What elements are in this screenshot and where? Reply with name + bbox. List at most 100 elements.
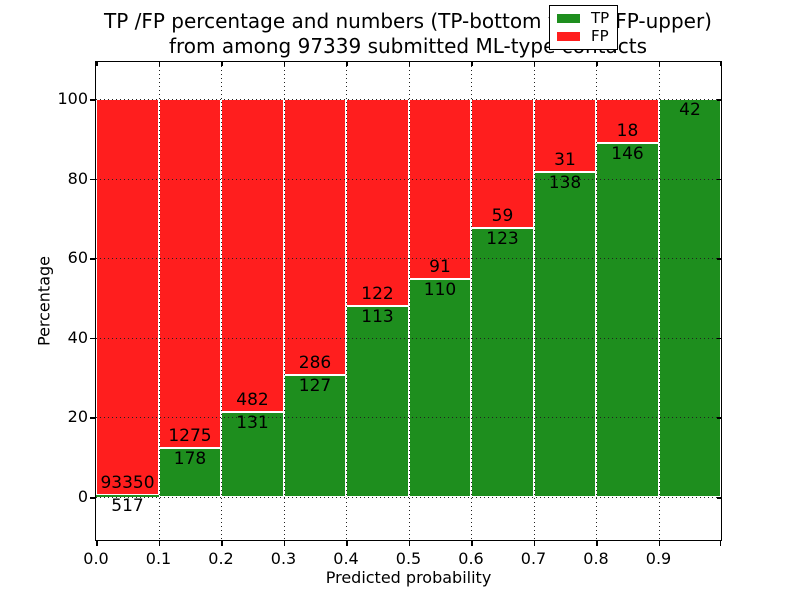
- gridline-vertical: [158, 62, 160, 540]
- x-tick-mark: [471, 541, 473, 546]
- y-tick-mark: [89, 497, 95, 499]
- x-tick-mark: [658, 541, 660, 546]
- bar-segment-fp: [283, 99, 346, 375]
- x-tick-mark-top: [719, 62, 721, 66]
- bar-segment-tp: [221, 411, 284, 497]
- bar-label-fp: 482: [236, 389, 269, 410]
- bar-segment-fp: [408, 99, 471, 280]
- x-tick-mark-top: [96, 62, 98, 66]
- x-tick-mark-top: [533, 62, 535, 66]
- x-tick-label: 0.2: [208, 549, 234, 568]
- x-tick-mark: [158, 541, 160, 546]
- y-tick-mark: [89, 337, 95, 340]
- x-tick-mark-top: [283, 62, 285, 66]
- bar-label-tp: 138: [548, 173, 582, 193]
- gridline-vertical: [658, 62, 660, 540]
- chart-title-line1: TP /FP percentage and numbers (TP-bottom…: [104, 9, 712, 33]
- y-tick-mark-right: [717, 337, 721, 340]
- fp-legend-label: FP: [591, 27, 609, 45]
- legend-item-tp: TP: [557, 10, 609, 27]
- gridline-vertical: [283, 62, 285, 540]
- bar-segment-tp: [408, 279, 471, 497]
- x-tick-mark-top: [408, 62, 410, 66]
- y-tick-label: 40: [67, 327, 88, 347]
- y-tick-label: 60: [67, 248, 88, 268]
- gridline-vertical: [471, 62, 472, 540]
- bar-label-tp: 178: [173, 449, 207, 470]
- bar-label-tp: 131: [236, 412, 269, 433]
- x-tick-mark-top: [596, 62, 598, 66]
- y-tick-mark: [89, 178, 95, 181]
- bar-segment-tp: [533, 172, 596, 497]
- y-tick-mark: [89, 417, 95, 419]
- bar-segment-tp: [471, 228, 534, 497]
- bar-segment-tp: [596, 142, 659, 497]
- x-tick-label: 0.8: [583, 549, 609, 568]
- x-tick-mark: [283, 541, 285, 546]
- x-tick-label: 0.5: [395, 549, 422, 568]
- x-tick-mark: [719, 541, 721, 546]
- bar-segment-tp: [658, 99, 721, 497]
- bar-label-tp: 123: [486, 229, 519, 250]
- x-tick-label: 0.0: [83, 549, 109, 568]
- x-axis-label: Predicted probability: [325, 568, 492, 587]
- y-tick-mark-right: [717, 178, 721, 181]
- bar-label-fp: 91: [429, 257, 451, 278]
- y-tick-mark-right: [717, 417, 721, 419]
- y-tick-label: 0: [77, 487, 88, 506]
- bar-segment-fp: [96, 99, 159, 495]
- bar-label-tp: 517: [111, 495, 144, 516]
- y-tick-mark-right: [717, 497, 721, 499]
- bar-label-fp: 18: [616, 120, 639, 141]
- gridline-vertical: [221, 62, 222, 540]
- x-tick-mark-top: [346, 62, 348, 66]
- x-tick-mark: [596, 541, 598, 546]
- x-tick-label: 0.3: [270, 549, 297, 568]
- fp-legend-swatch: [557, 32, 580, 41]
- x-tick-label: 0.4: [333, 549, 359, 568]
- x-tick-mark-top: [658, 62, 660, 66]
- chart-title-line2: from among 97339 submitted ML-type conta…: [168, 34, 648, 58]
- bar-label-tp: 110: [423, 280, 457, 301]
- bar-segment-fp: [158, 99, 221, 449]
- bar-segment-tp: [346, 305, 409, 497]
- bar-label-tp: 113: [361, 306, 394, 327]
- gridline-vertical: [533, 62, 535, 540]
- y-tick-label: 20: [67, 407, 88, 427]
- bar-label-tp: 42: [679, 100, 701, 120]
- gridline-vertical: [346, 62, 347, 540]
- y-tick-mark: [89, 99, 95, 101]
- bar-label-tp: 127: [298, 375, 332, 396]
- x-tick-mark: [221, 541, 223, 546]
- bar-label-tp: 146: [611, 143, 644, 164]
- tp-legend-swatch: [557, 14, 580, 23]
- y-tick-mark-right: [717, 258, 721, 260]
- x-tick-mark: [346, 541, 348, 546]
- bar-label-fp: 59: [491, 206, 514, 227]
- y-tick-label: 100: [57, 89, 88, 108]
- gridline-vertical: [596, 62, 597, 540]
- bar-segment-tp: [283, 374, 346, 497]
- x-tick-label: 0.9: [645, 549, 672, 568]
- bar-label-fp: 122: [361, 283, 394, 304]
- chart-title: TP /FP percentage and numbers (TP-bottom…: [8, 9, 800, 59]
- gridline-vertical: [408, 62, 410, 540]
- x-tick-label: 0.7: [520, 549, 547, 568]
- bar-label-fp: 31: [554, 150, 576, 170]
- y-tick-mark: [89, 258, 95, 260]
- bar-segment-tp: [96, 494, 159, 497]
- legend: TP FP: [549, 5, 619, 50]
- legend-item-fp: FP: [557, 28, 609, 45]
- x-tick-label: 0.6: [458, 549, 484, 568]
- bar-label-fp: 93350: [100, 472, 155, 493]
- bar-label-fp: 286: [298, 352, 332, 373]
- tp-legend-label: TP: [591, 9, 610, 27]
- x-tick-mark: [96, 541, 98, 546]
- x-tick-label: 0.1: [145, 549, 172, 568]
- x-tick-mark-top: [158, 62, 160, 66]
- y-tick-label: 80: [67, 168, 88, 188]
- x-tick-mark: [408, 541, 410, 546]
- bar-segment-fp: [346, 99, 409, 306]
- x-tick-mark-top: [221, 62, 223, 66]
